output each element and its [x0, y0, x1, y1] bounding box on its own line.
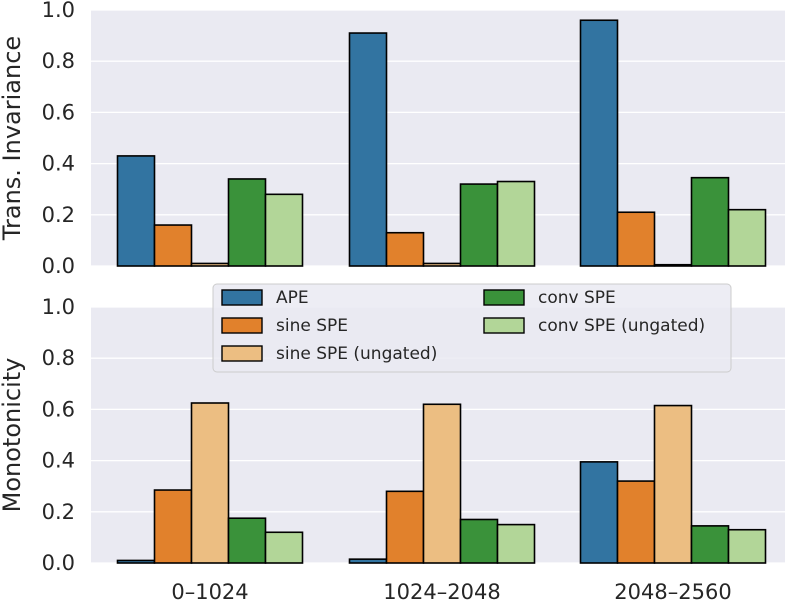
bar-sine-spe-2 [616, 480, 656, 564]
legend-label: conv SPE [538, 288, 616, 308]
x-tick-label: 1024–2048 [383, 580, 500, 604]
bar-conv-spe-ungated-1 [496, 180, 536, 267]
y-tick-label: 0.0 [42, 551, 75, 575]
x-tick-label: 0–1024 [171, 580, 248, 604]
bar-sine-spe-1 [385, 231, 425, 267]
bar-conv-spe-0 [227, 178, 267, 267]
y-tick-label: 0.6 [42, 397, 75, 421]
bar-conv-spe-1 [459, 518, 499, 564]
bar-ape-1 [348, 32, 388, 267]
legend-label: sine SPE (ungated) [276, 344, 437, 364]
y-tick-label: 0.6 [42, 100, 75, 124]
bar-sine-spe-0 [153, 489, 193, 564]
legend-label: conv SPE (ungated) [538, 316, 705, 336]
bar-conv-spe-2 [690, 176, 730, 267]
bar-conv-spe-ungated-1 [496, 523, 536, 564]
panel-translation-invariance: 0.0 0.2 0.4 0.6 0.8 1.0 Trans. Invariance [0, 0, 785, 278]
legend-swatch [483, 289, 525, 306]
bar-ape-1 [348, 558, 388, 564]
y-tick-label: 0.8 [42, 346, 75, 370]
bar-conv-spe-ungated-0 [264, 531, 304, 564]
y-axis-label: Trans. Invariance [0, 36, 26, 241]
legend-swatch [221, 317, 263, 334]
legend-swatch [221, 345, 263, 362]
y-tick-label: 0.4 [42, 449, 75, 473]
bar-sine-spe-ungated-1 [422, 262, 462, 267]
bar-ape-0 [116, 559, 156, 564]
bar-sine-spe-ungated-0 [190, 262, 230, 267]
bar-sine-spe-ungated-2 [653, 404, 693, 564]
y-tick-label: 1.0 [42, 295, 75, 319]
x-tick-label: 2048–2560 [614, 580, 731, 604]
bar-ape-2 [579, 461, 619, 564]
y-tick-label: 0.8 [42, 49, 75, 73]
legend-swatch [221, 289, 263, 306]
y-tick-label: 0.2 [42, 203, 75, 227]
y-tick-label: 0.4 [42, 152, 75, 176]
plot-background [91, 10, 785, 266]
bar-ape-0 [116, 155, 156, 267]
bar-conv-spe-1 [459, 183, 499, 267]
bar-conv-spe-2 [690, 525, 730, 564]
legend-box [212, 283, 732, 373]
bar-sine-spe-ungated-0 [190, 402, 230, 564]
legend-swatch [483, 317, 525, 334]
bar-sine-spe-ungated-1 [422, 403, 462, 564]
y-axis-label: Monotonicity [0, 358, 26, 513]
bar-sine-spe-ungated-2 [653, 263, 693, 267]
bar-sine-spe-2 [616, 211, 656, 267]
legend-label: sine SPE [276, 316, 348, 336]
legend: APE sine SPE sine SPE (ungated) conv SPE con… [212, 283, 732, 373]
bar-sine-spe-1 [385, 490, 425, 564]
bar-ape-2 [579, 19, 619, 267]
y-tick-label: 0.0 [42, 254, 75, 278]
y-tick-label: 1.0 [42, 0, 75, 22]
y-tick-label: 0.2 [42, 500, 75, 524]
bar-conv-spe-ungated-2 [727, 208, 767, 267]
bar-sine-spe-0 [153, 224, 193, 267]
bar-conv-spe-ungated-0 [264, 193, 304, 267]
panel-monotonicity: 0.0 0.2 0.4 0.6 0.8 1.0 Monotonicity 0–1024 1024… [0, 295, 785, 604]
bar-conv-spe-0 [227, 517, 267, 564]
legend-label: APE [276, 288, 309, 308]
bar-conv-spe-ungated-2 [727, 528, 767, 564]
